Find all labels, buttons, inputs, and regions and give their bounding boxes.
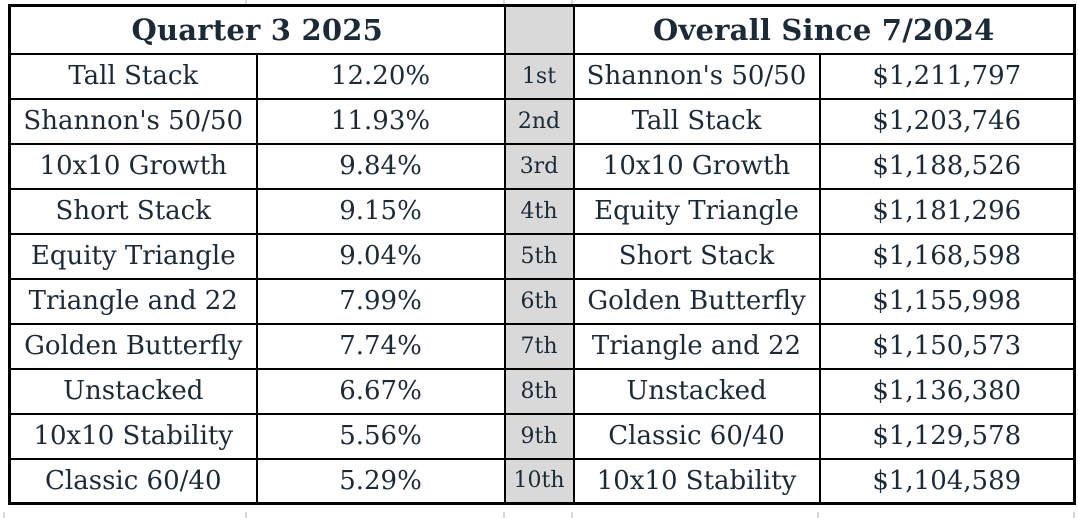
q3-return-cell: 11.93% (255, 97, 506, 145)
rank-cell: 9th (503, 412, 575, 460)
overall-portfolio-cell: Golden Butterfly (572, 277, 821, 325)
gridline-stub (571, 512, 573, 518)
q3-return-cell: 6.67% (255, 367, 506, 415)
portfolio-performance-table: Quarter 3 2025 Overall Since 7/2024 Tall… (8, 4, 1076, 505)
overall-portfolio-cell: Equity Triangle (572, 187, 821, 235)
q3-return-cell: 9.15% (255, 187, 506, 235)
rank-cell: 2nd (503, 97, 575, 145)
header-row: Quarter 3 2025 Overall Since 7/2024 (8, 4, 1076, 55)
overall-balance-cell: $1,203,746 (818, 97, 1076, 145)
q3-return-cell: 5.29% (255, 457, 506, 505)
table-row: Tall Stack 12.20% 1st Shannon's 50/50 $1… (8, 52, 1076, 100)
q3-return-cell: 9.04% (255, 232, 506, 280)
rank-cell: 1st (503, 52, 575, 100)
overall-balance-cell: $1,188,526 (818, 142, 1076, 190)
q3-return-cell: 7.99% (255, 277, 506, 325)
table-row: 10x10 Growth 9.84% 3rd 10x10 Growth $1,1… (8, 142, 1076, 190)
gridline-stub (1073, 512, 1075, 518)
q3-portfolio-cell: Triangle and 22 (8, 277, 258, 325)
gridline-stub (817, 512, 819, 518)
q3-portfolio-cell: Unstacked (8, 367, 258, 415)
overall-portfolio-cell: Triangle and 22 (572, 322, 821, 370)
overall-portfolio-cell: Tall Stack (572, 97, 821, 145)
gridline-stub (571, 0, 573, 5)
rank-cell: 4th (503, 187, 575, 235)
q3-return-cell: 7.74% (255, 322, 506, 370)
table-row: Shannon's 50/50 11.93% 2nd Tall Stack $1… (8, 97, 1076, 145)
table-row: Classic 60/40 5.29% 10th 10x10 Stability… (8, 457, 1076, 505)
overall-balance-cell: $1,168,598 (818, 232, 1076, 280)
q3-return-cell: 5.56% (255, 412, 506, 460)
q3-portfolio-cell: 10x10 Growth (8, 142, 258, 190)
q3-portfolio-cell: Equity Triangle (8, 232, 258, 280)
q3-portfolio-cell: Short Stack (8, 187, 258, 235)
rank-cell: 10th (503, 457, 575, 505)
q3-portfolio-cell: 10x10 Stability (8, 412, 258, 460)
gridline-stub (245, 0, 247, 5)
table-row: Short Stack 9.15% 4th Equity Triangle $1… (8, 187, 1076, 235)
overall-balance-cell: $1,181,296 (818, 187, 1076, 235)
overall-portfolio-cell: Short Stack (572, 232, 821, 280)
overall-portfolio-cell: 10x10 Stability (572, 457, 821, 505)
overall-portfolio-cell: Shannon's 50/50 (572, 52, 821, 100)
gridline-stub (503, 0, 505, 5)
table-row: Golden Butterfly 7.74% 7th Triangle and … (8, 322, 1076, 370)
q3-portfolio-cell: Golden Butterfly (8, 322, 258, 370)
overall-balance-cell: $1,104,589 (818, 457, 1076, 505)
table-row: Equity Triangle 9.04% 5th Short Stack $1… (8, 232, 1076, 280)
q3-portfolio-cell: Shannon's 50/50 (8, 97, 258, 145)
overall-portfolio-cell: Classic 60/40 (572, 412, 821, 460)
overall-portfolio-cell: Unstacked (572, 367, 821, 415)
rank-cell: 5th (503, 232, 575, 280)
overall-balance-cell: $1,136,380 (818, 367, 1076, 415)
overall-since-header: Overall Since 7/2024 (572, 4, 1076, 55)
q3-portfolio-cell: Classic 60/40 (8, 457, 258, 505)
rank-header-cell (503, 4, 575, 55)
overall-balance-cell: $1,150,573 (818, 322, 1076, 370)
table-row: Triangle and 22 7.99% 6th Golden Butterf… (8, 277, 1076, 325)
rank-cell: 8th (503, 367, 575, 415)
q3-portfolio-cell: Tall Stack (8, 52, 258, 100)
gridline-stub (3, 512, 5, 518)
gridline-stub (245, 512, 247, 518)
q3-return-cell: 9.84% (255, 142, 506, 190)
rank-cell: 7th (503, 322, 575, 370)
overall-balance-cell: $1,155,998 (818, 277, 1076, 325)
overall-balance-cell: $1,129,578 (818, 412, 1076, 460)
table-row: Unstacked 6.67% 8th Unstacked $1,136,380 (8, 367, 1076, 415)
overall-portfolio-cell: 10x10 Growth (572, 142, 821, 190)
q3-return-cell: 12.20% (255, 52, 506, 100)
rank-cell: 6th (503, 277, 575, 325)
rank-cell: 3rd (503, 142, 575, 190)
gridline-stub (503, 512, 505, 518)
overall-balance-cell: $1,211,797 (818, 52, 1076, 100)
q3-2025-header: Quarter 3 2025 (8, 4, 506, 55)
table-row: 10x10 Stability 5.56% 9th Classic 60/40 … (8, 412, 1076, 460)
